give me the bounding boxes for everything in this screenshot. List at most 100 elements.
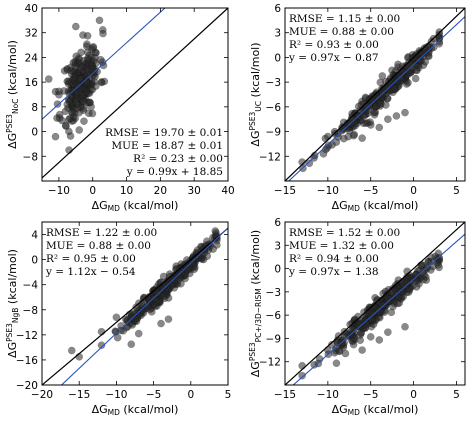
x-tick-label: −10 [105,389,127,401]
y-tick-label: 0 [274,52,281,64]
data-point [198,250,207,259]
x-tick-label: −10 [317,389,339,401]
scatter-panel-3: −20 −15 −10 −5 0 5 −20 −16 −12 −8 −4 0 4 ΔGMD (kcal/m… [5,221,232,417]
fit-line [292,233,465,385]
data-point [413,66,421,75]
data-point [375,123,384,132]
x-tick-label: 0 [187,389,194,401]
data-point [397,287,405,296]
data-point [419,275,428,284]
data-point [298,158,306,166]
data-point [51,132,60,141]
y-tick-label: −3 [266,77,281,89]
y-tick-label: 6 [274,217,281,229]
x-tick-label: 5 [225,389,232,401]
stats-line: MUE = 18.87 ± 0.01 [111,140,223,152]
fit-line [287,15,465,181]
data-point [384,78,393,87]
data-point [67,346,76,355]
data-point [435,30,444,39]
data-point [75,126,83,134]
data-point [125,318,133,327]
data-point [70,73,78,81]
data-point [75,55,83,64]
y-tick-label: −6 [266,310,282,322]
stats-line: MUE = 1.32 ± 0.00 [289,240,394,252]
data-point [209,245,217,253]
y-tick-label: −6 [266,102,282,114]
plot-frame [284,7,466,182]
data-point [66,114,74,123]
y-tick-label: −20 [16,380,38,392]
data-point [61,107,70,116]
plot-frame [41,221,229,386]
data-point [88,109,97,118]
stats-line: RMSE = 1.52 ± 0.00 [289,227,400,239]
y-axis-label: ΔGPSE3NgB (kcal/mol) [5,249,20,358]
data-point [332,359,341,368]
y-tick-label: 8 [31,102,38,114]
data-point [379,301,387,309]
plot-frame [284,221,466,386]
stats-line: R² = 0.94 ± 0.00 [289,253,379,265]
data-point [401,322,409,331]
data-point [305,159,314,168]
data-point [366,121,375,129]
x-tick-label: 30 [187,185,200,197]
data-point [356,331,364,339]
data-point [112,313,121,322]
y-tick-label: −12 [16,330,38,342]
data-point [412,283,421,291]
y-tick-label: 24 [25,52,39,64]
data-point [55,87,63,96]
data-point [64,87,73,96]
data-point [61,121,70,130]
scatter-panel-4: −15 −10 −5 0 5 −12 −9 −6 −3 0 3 6 ΔGMD (kcal/mol) ΔGP… [248,217,466,417]
data-point [378,72,387,80]
x-tick-label: −15 [274,389,296,401]
identity-line [285,222,465,385]
data-point [72,22,80,31]
y-tick-label: −8 [23,151,38,163]
data-point [164,294,173,302]
x-tick-label: −15 [274,185,296,197]
data-point [417,48,425,57]
data-point [95,16,104,25]
data-point [66,132,75,140]
data-point [411,74,420,83]
stats-line: MUE = 0.88 ± 0.00 [289,26,394,38]
y-tick-label: 3 [274,28,281,40]
plot-area [42,227,228,385]
data-point [89,44,97,52]
y-axis-label: ΔGPSE3NoC (kcal/mol) [5,40,20,149]
data-point [358,134,366,142]
data-point [427,253,435,261]
x-tick-label: −5 [146,389,161,401]
y-tick-label: 32 [25,28,38,40]
x-axis-label: ΔGMD (kcal/mol) [92,199,179,213]
data-point [332,138,341,146]
data-point [55,114,64,122]
data-point [127,340,136,349]
data-point [83,32,92,40]
data-point [113,333,122,342]
x-tick-label: 20 [154,185,167,197]
data-point [164,315,173,323]
x-tick-label: 10 [120,185,133,197]
y-tick-label: −8 [23,305,38,317]
data-point [392,112,401,120]
data-point [80,117,88,125]
plot-area [42,8,228,179]
x-tick-label: −10 [317,185,339,197]
fit-line [42,8,166,120]
y-tick-label: 0 [31,127,38,139]
scatter-panel-1: −10 0 10 20 30 40 −8 0 8 16 24 32 40 ΔGMD (kcal/mol) Δ… [5,3,234,213]
data-point [349,131,358,140]
x-tick-label: −10 [48,185,70,197]
x-tick-label: −15 [68,389,90,401]
stats-line: y = 0.99x + 18.85 [126,166,223,178]
data-point [72,98,80,106]
stats-line: R² = 0.95 ± 0.00 [46,253,136,265]
x-axis-label: ΔGMD (kcal/mol) [92,403,179,417]
plot-area [285,8,465,181]
